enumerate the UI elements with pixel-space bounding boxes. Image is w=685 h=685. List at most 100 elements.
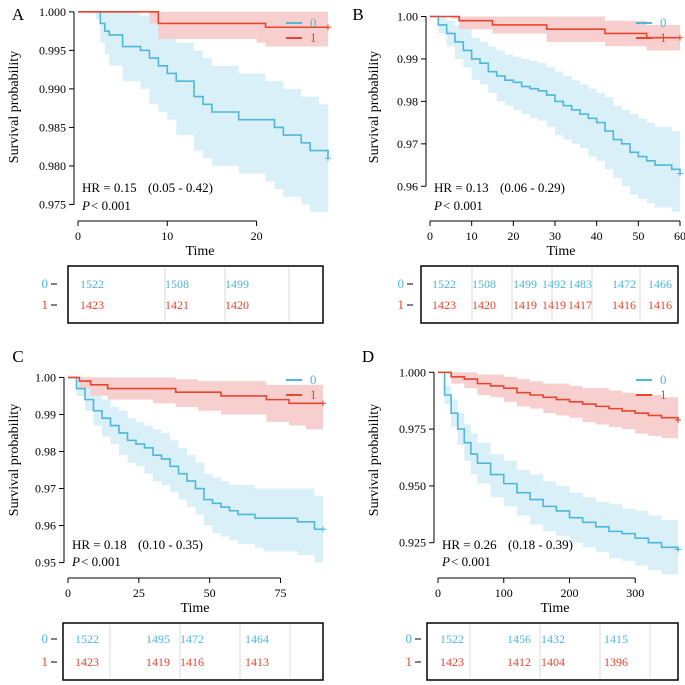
hr-ci-text: (0.10 - 0.35) <box>138 537 203 552</box>
x-tick-label: 0 <box>427 229 433 243</box>
risk-table-frame <box>67 265 324 324</box>
survival-curve-group-1 <box>78 11 328 29</box>
risk-count: 1492 <box>542 277 566 291</box>
hr-ci-text: (0.18 - 0.39) <box>508 537 573 552</box>
risk-count: 1522 <box>432 277 456 291</box>
risk-table: 0 1522 1508 1499 1 1423 1421 1420 <box>42 265 324 324</box>
x-tick-label: 60 <box>674 229 685 243</box>
risk-row-label-1: 1 <box>406 654 413 669</box>
panel-label: B <box>352 5 363 24</box>
p-symbol: P <box>441 554 450 569</box>
y-tick-label: 0.995 <box>39 43 66 57</box>
legend-label-1: 1 <box>660 30 667 45</box>
y-axis-title: Survival probability <box>7 404 22 516</box>
y-tick-label: 0.98 <box>35 444 56 458</box>
risk-count: 1423 <box>440 655 464 669</box>
ci-band-group-0 <box>78 11 328 213</box>
x-axis-title: Time <box>546 244 575 259</box>
risk-count: 1483 <box>568 277 592 291</box>
risk-count: 1432 <box>541 632 565 646</box>
censor-mark-group-0 <box>320 526 326 533</box>
x-tick-label: 0 <box>435 586 441 600</box>
p-value-text: < 0.001 <box>81 554 121 569</box>
ci-band-group-0 <box>438 372 678 577</box>
risk-count: 1499 <box>225 277 249 291</box>
risk-count: 1421 <box>165 298 189 312</box>
y-tick-label: 0.950 <box>399 479 426 493</box>
risk-table: 0 1522 1456 1432 1415 1 1423 1412 1404 1396 <box>406 622 679 681</box>
panel-label: C <box>12 347 23 366</box>
x-axis-title: Time <box>180 601 209 616</box>
survival-curve-group-1 <box>430 15 680 39</box>
ci-band-group-1 <box>438 372 678 441</box>
risk-row-label-0: 0 <box>42 276 49 291</box>
survival-curve-group-1 <box>438 371 679 420</box>
risk-row-label-1: 1 <box>42 654 49 669</box>
risk-table-frame <box>420 265 679 324</box>
risk-count: 1404 <box>541 655 565 669</box>
x-tick-label: 30 <box>549 229 561 243</box>
risk-count: 1416 <box>180 655 204 669</box>
risk-table: 0 1522 1495 1472 1464 1 1423 1419 1416 1413 <box>42 622 324 681</box>
risk-count: 1508 <box>165 277 189 291</box>
p-value-text: < 0.001 <box>443 198 483 213</box>
risk-row-label-0: 0 <box>398 276 405 291</box>
risk-count: 1456 <box>507 632 531 646</box>
p-value-text: < 0.001 <box>91 198 131 213</box>
hr-ci-text: (0.06 - 0.29) <box>500 180 565 195</box>
y-axis-title: Survival probability <box>367 404 382 516</box>
censor-mark-group-1 <box>325 24 331 31</box>
y-axis-title: Survival probability <box>7 51 22 163</box>
risk-table: 0 1522 1508 1499 1492 1483 1472 1466 1 1423 1420 14… <box>398 265 679 324</box>
x-tick-label: 25 <box>133 586 145 600</box>
risk-row-label-0: 0 <box>42 631 49 646</box>
y-tick-label: 0.96 <box>35 519 56 533</box>
legend-label-0: 0 <box>660 15 667 30</box>
risk-count: 1522 <box>80 277 104 291</box>
risk-count: 1416 <box>612 298 636 312</box>
risk-count: 1412 <box>507 655 531 669</box>
p-value-text: < 0.001 <box>451 554 491 569</box>
hr-ci-text: (0.05 - 0.42) <box>148 180 213 195</box>
censor-mark-group-0 <box>325 155 331 162</box>
risk-count: 1522 <box>440 632 464 646</box>
x-tick-label: 300 <box>626 586 644 600</box>
legend-label-0: 0 <box>660 372 667 387</box>
censor-mark-group-1 <box>320 400 326 407</box>
ci-band-group-0 <box>430 16 680 217</box>
x-tick-label: 100 <box>495 586 513 600</box>
p-symbol: P <box>71 554 80 569</box>
hr-text: HR = 0.26 <box>442 537 497 552</box>
x-tick-label: 10 <box>466 229 478 243</box>
y-tick-label: 0.925 <box>399 536 426 550</box>
y-tick-label: 0.980 <box>39 159 66 173</box>
hr-text: HR = 0.18 <box>72 537 127 552</box>
survival-curve-group-0 <box>430 15 681 174</box>
survival-curve-group-0 <box>438 371 679 550</box>
ci-band-group-0 <box>68 377 323 563</box>
x-tick-label: 10 <box>161 229 173 243</box>
y-tick-label: 0.97 <box>35 482 56 496</box>
panel-label: D <box>362 347 374 366</box>
x-tick-label: 20 <box>251 229 263 243</box>
y-tick-label: 0.990 <box>39 82 66 96</box>
risk-count: 1464 <box>245 632 269 646</box>
hr-text: HR = 0.15 <box>82 180 137 195</box>
y-tick-label: 0.975 <box>399 422 426 436</box>
risk-count: 1419 <box>146 655 170 669</box>
y-tick-label: 1.00 <box>35 370 56 384</box>
y-tick-label: 0.985 <box>39 120 66 134</box>
risk-count: 1472 <box>612 277 636 291</box>
risk-count: 1413 <box>245 655 269 669</box>
risk-table-frame <box>62 622 324 681</box>
y-tick-label: 0.975 <box>39 197 66 211</box>
risk-count: 1419 <box>513 298 537 312</box>
y-tick-label: 0.99 <box>397 52 418 66</box>
risk-count: 1495 <box>146 632 170 646</box>
legend-label-1: 1 <box>310 387 317 402</box>
y-tick-label: 0.97 <box>397 137 418 151</box>
p-symbol: P <box>433 198 442 213</box>
risk-count: 1508 <box>472 277 496 291</box>
